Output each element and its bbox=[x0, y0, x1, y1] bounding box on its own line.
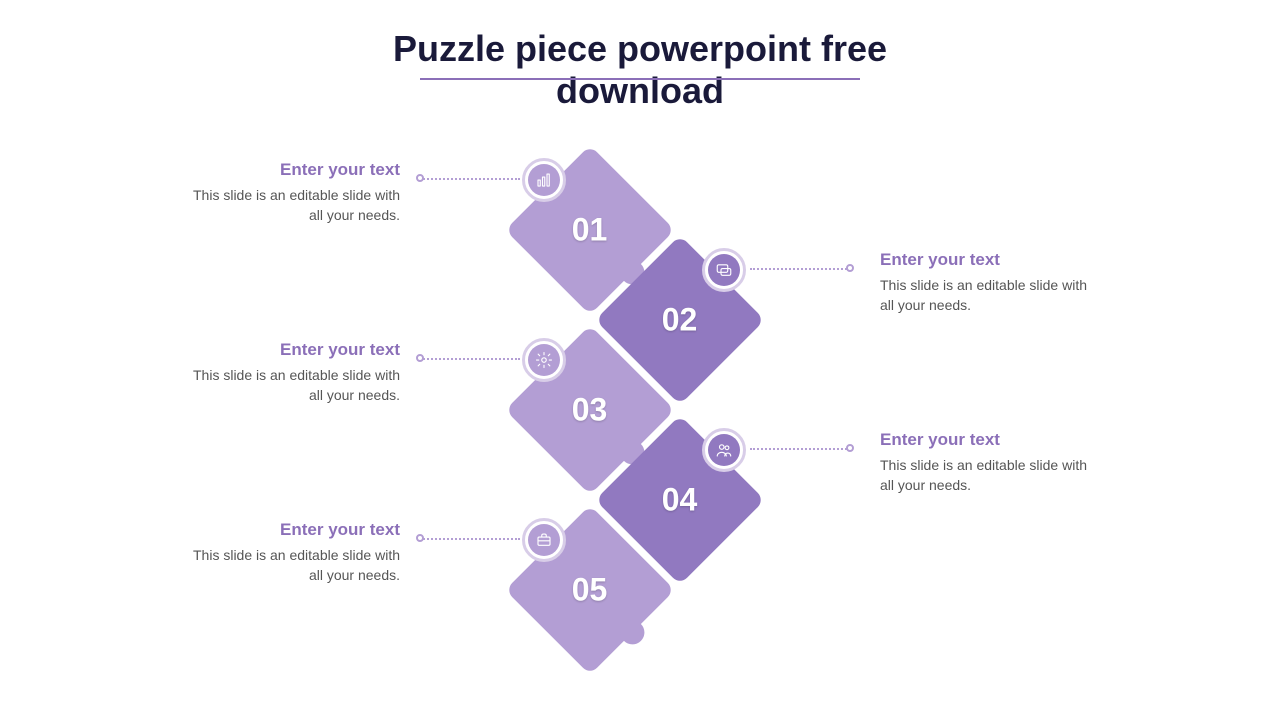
connector-dot-3 bbox=[416, 354, 424, 362]
piece-number-01: 01 bbox=[572, 212, 608, 249]
connector-5 bbox=[420, 538, 520, 540]
connector-dot-2 bbox=[846, 264, 854, 272]
users-icon bbox=[702, 428, 746, 472]
connector-dot-4 bbox=[846, 444, 854, 452]
slide-title: Puzzle piece powerpoint free download bbox=[320, 28, 960, 112]
piece-number-02: 02 bbox=[662, 302, 698, 339]
text-block-3: Enter your text This slide is an editable… bbox=[180, 340, 400, 405]
piece-number-04: 04 bbox=[662, 482, 698, 519]
puzzle-diagram: 01 02 03 04 05 Enter your text This slide is a… bbox=[0, 120, 1280, 700]
chat-icon bbox=[702, 248, 746, 292]
connector-1 bbox=[420, 178, 520, 180]
text-block-5: Enter your text This slide is an editable… bbox=[180, 520, 400, 585]
gear-icon bbox=[522, 338, 566, 382]
briefcase-icon bbox=[522, 518, 566, 562]
text-desc-5: This slide is an editable slide with all… bbox=[180, 546, 400, 585]
text-block-4: Enter your text This slide is an editable… bbox=[880, 430, 1100, 495]
text-title-4: Enter your text bbox=[880, 430, 1100, 450]
connector-dot-1 bbox=[416, 174, 424, 182]
text-desc-1: This slide is an editable slide with all… bbox=[180, 186, 400, 225]
piece-number-03: 03 bbox=[572, 392, 608, 429]
text-desc-3: This slide is an editable slide with all… bbox=[180, 366, 400, 405]
text-desc-2: This slide is an editable slide with all… bbox=[880, 276, 1100, 315]
text-desc-4: This slide is an editable slide with all… bbox=[880, 456, 1100, 495]
text-title-2: Enter your text bbox=[880, 250, 1100, 270]
bars-icon bbox=[522, 158, 566, 202]
connector-4 bbox=[750, 448, 850, 450]
connector-3 bbox=[420, 358, 520, 360]
text-block-1: Enter your text This slide is an editable… bbox=[180, 160, 400, 225]
piece-number-05: 05 bbox=[572, 572, 608, 609]
title-underline bbox=[420, 78, 860, 80]
text-title-1: Enter your text bbox=[180, 160, 400, 180]
connector-2 bbox=[750, 268, 850, 270]
connector-dot-5 bbox=[416, 534, 424, 542]
text-title-5: Enter your text bbox=[180, 520, 400, 540]
text-title-3: Enter your text bbox=[180, 340, 400, 360]
text-block-2: Enter your text This slide is an editable… bbox=[880, 250, 1100, 315]
